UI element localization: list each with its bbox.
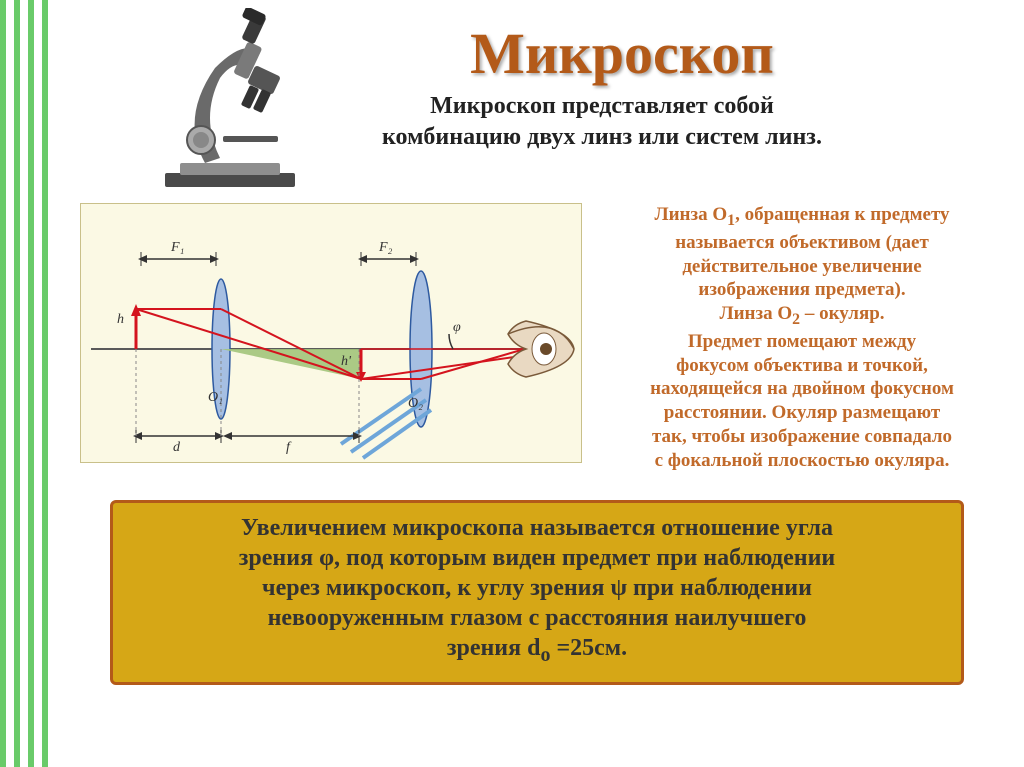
middle-row: F₁ F₂ h h' O₁ O₂ φ d f Линза О1, обращен… [80,203,1004,472]
label-phi: φ [453,320,461,336]
label-f: f [286,440,290,456]
subtitle-line-2: комбинацию двух линз или систем линз. [382,124,822,150]
desc-l2: называется объективом (дает [675,232,929,253]
bottom-text: Увеличением микроскопа называется отноше… [139,513,935,668]
subtitle-line-1: Микроскоп представляет собой [430,93,774,119]
label-hprime: h' [341,354,351,370]
slide-content: Микроскоп Микроскоп представляет собой к… [60,0,1024,767]
desc-l9: расстоянии. Окуляр размещают [664,402,940,423]
desc-l7: фокусом объектива и точкой, [676,355,928,376]
bot-l1: Увеличением микроскопа называется отноше… [241,515,833,541]
bot-l2: зрения φ, под которым виден предмет при … [239,545,835,571]
desc-sub1: 1 [727,212,735,229]
left-stripe-decoration [0,0,60,767]
ray-diagram: F₁ F₂ h h' O₁ O₂ φ d f [80,203,582,463]
page-title: Микроскоп [240,20,1004,87]
desc-sub2: 2 [792,311,800,328]
bot-l5a: зрения d [447,635,541,661]
desc-l3: действительное увеличение [682,256,921,277]
bot-l3: через микроскоп, к углу зрения ψ при наб… [262,575,812,601]
label-f1: F₁ [171,240,184,256]
desc-l5a: Линза О [719,303,792,324]
label-d: d [173,440,180,456]
desc-l8: находящейся на двойном фокусном [650,378,954,399]
microscope-icon [125,8,325,193]
label-o1: O₁ [208,390,223,406]
bot-l5b: =25см. [550,635,627,661]
label-f2: F₂ [379,240,392,256]
bot-l4: невооруженным глазом с расстояния наилуч… [268,605,807,631]
description-block: Линза О1, обращенная к предмету называет… [600,203,1004,472]
magnification-definition-box: Увеличением микроскопа называется отноше… [110,500,964,685]
desc-l4: изображения предмета). [698,279,905,300]
bot-sub: o [540,644,550,666]
label-o2: O₂ [408,396,423,412]
desc-l5b: – окуляр. [800,303,884,324]
desc-l1a: Линза О [654,204,727,225]
desc-l6: Предмет помещают между [688,331,916,352]
desc-l11: с фокальной плоскостью окуляра. [655,450,950,471]
desc-l1b: , обращенная к предмету [735,204,949,225]
desc-l10: так, чтобы изображение совпадало [652,426,952,447]
label-h: h [117,312,124,328]
